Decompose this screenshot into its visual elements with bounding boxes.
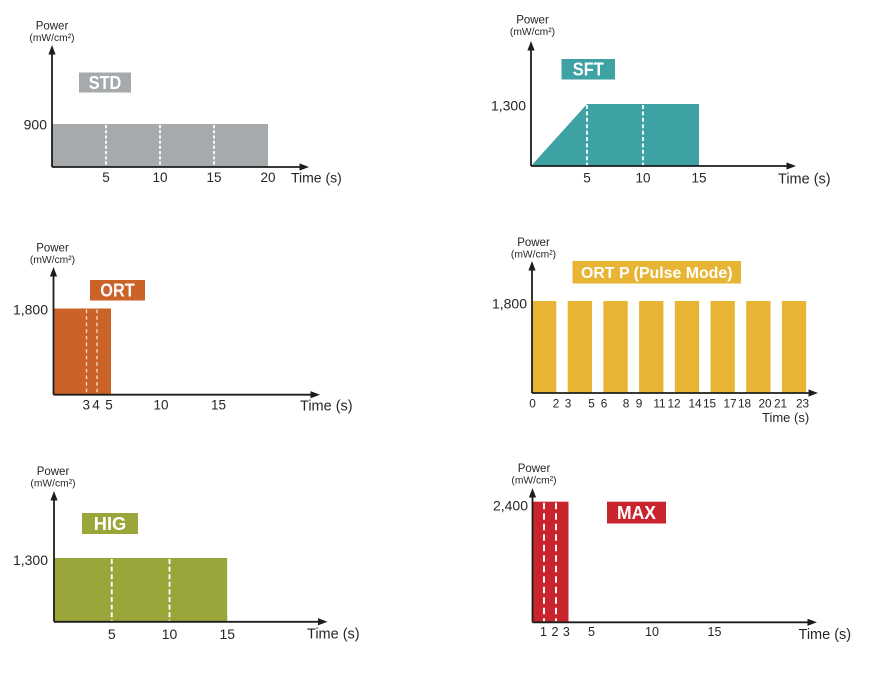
svg-text:5: 5 (108, 626, 116, 642)
svg-text:3: 3 (83, 397, 91, 412)
svg-text:Power: Power (516, 15, 549, 27)
svg-text:5: 5 (588, 625, 595, 639)
svg-text:SFT: SFT (573, 60, 604, 80)
svg-text:0: 0 (529, 397, 536, 411)
svg-text:STD: STD (89, 73, 122, 93)
svg-text:HIG: HIG (94, 514, 127, 534)
svg-text:Power: Power (517, 237, 550, 249)
svg-text:15: 15 (211, 397, 226, 412)
svg-text:Power: Power (36, 243, 69, 255)
svg-text:(mW/cm²): (mW/cm²) (511, 250, 556, 261)
svg-text:5: 5 (583, 170, 591, 185)
svg-text:ORT: ORT (100, 281, 135, 301)
svg-text:11: 11 (653, 397, 665, 411)
svg-text:1,800: 1,800 (492, 296, 527, 312)
svg-text:15: 15 (219, 626, 235, 642)
svg-text:5: 5 (102, 170, 110, 185)
svg-text:20: 20 (260, 170, 275, 185)
svg-text:15: 15 (206, 170, 221, 185)
svg-text:9: 9 (636, 397, 643, 411)
svg-text:2,400: 2,400 (493, 498, 528, 514)
svg-text:MAX: MAX (617, 503, 656, 523)
svg-text:4: 4 (92, 397, 100, 412)
svg-text:1,800: 1,800 (13, 302, 48, 318)
svg-text:3: 3 (563, 625, 570, 639)
svg-text:ORT P (Pulse Mode): ORT P (Pulse Mode) (581, 265, 733, 282)
svg-text:15: 15 (708, 625, 722, 639)
svg-text:1,300: 1,300 (491, 98, 526, 114)
svg-text:15: 15 (691, 170, 706, 185)
svg-text:18: 18 (738, 397, 752, 411)
svg-text:20: 20 (758, 397, 772, 411)
svg-text:(mW/cm²): (mW/cm²) (30, 478, 75, 489)
svg-text:5: 5 (588, 397, 595, 411)
svg-text:14: 14 (688, 397, 702, 411)
svg-text:2: 2 (552, 625, 559, 639)
svg-text:17: 17 (723, 397, 736, 411)
svg-text:Power: Power (36, 21, 69, 33)
svg-text:Power: Power (518, 463, 551, 475)
svg-text:10: 10 (635, 170, 650, 185)
svg-text:10: 10 (153, 397, 168, 412)
svg-text:6: 6 (601, 397, 608, 411)
svg-text:10: 10 (162, 626, 178, 642)
svg-text:8: 8 (623, 397, 630, 411)
svg-text:21: 21 (774, 397, 787, 411)
svg-text:Time (s): Time (s) (778, 172, 831, 188)
svg-text:Time (s): Time (s) (300, 398, 353, 414)
svg-text:5: 5 (105, 397, 113, 412)
svg-text:900: 900 (24, 117, 48, 133)
svg-text:1,300: 1,300 (13, 552, 48, 568)
svg-text:Time (s): Time (s) (307, 626, 360, 642)
svg-text:10: 10 (152, 170, 167, 185)
svg-text:(mW/cm²): (mW/cm²) (511, 476, 556, 487)
svg-text:(mW/cm²): (mW/cm²) (29, 33, 74, 44)
svg-text:12: 12 (667, 397, 680, 411)
svg-text:Time (s): Time (s) (799, 627, 852, 643)
svg-text:23: 23 (796, 397, 810, 411)
svg-text:Power: Power (37, 466, 70, 478)
svg-text:3: 3 (565, 397, 572, 411)
svg-text:Time (s): Time (s) (291, 170, 342, 186)
svg-text:(mW/cm²): (mW/cm²) (30, 255, 75, 266)
svg-text:(mW/cm²): (mW/cm²) (510, 27, 555, 38)
svg-text:2: 2 (553, 397, 560, 411)
svg-text:1: 1 (540, 625, 547, 639)
svg-text:15: 15 (703, 397, 717, 411)
svg-text:Time (s): Time (s) (762, 410, 809, 425)
svg-text:10: 10 (645, 625, 659, 639)
